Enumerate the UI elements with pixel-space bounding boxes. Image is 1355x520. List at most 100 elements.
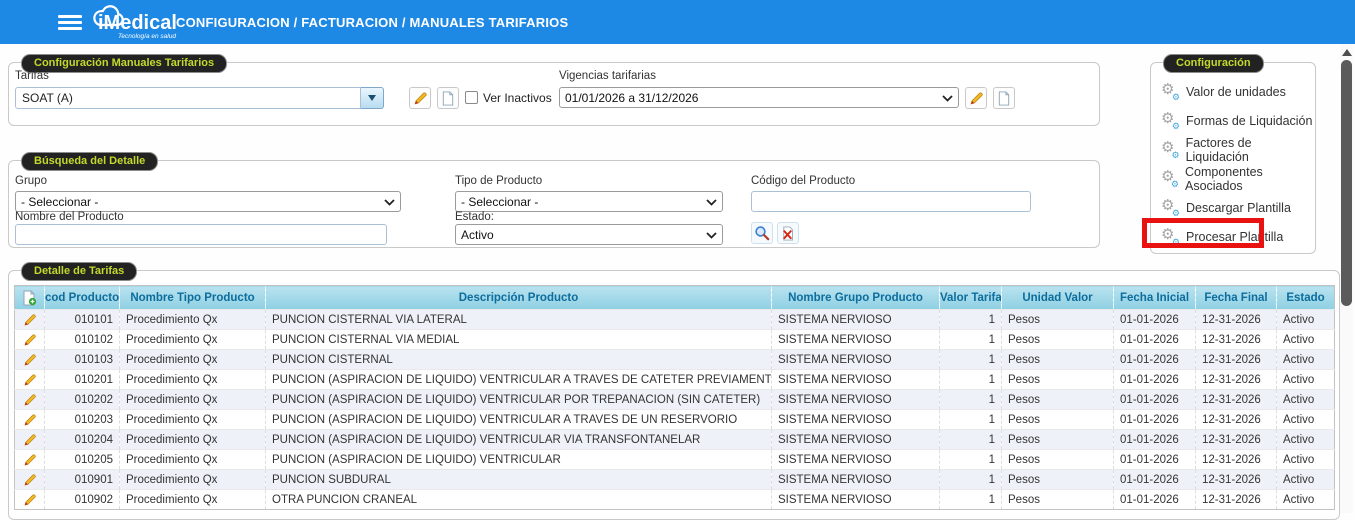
table-row: 010203 Procedimiento Qx PUNCION (ASPIRAC…: [14, 409, 1335, 430]
edit-row-button[interactable]: [14, 449, 45, 470]
cell-fecha-inicial: 01-01-2026: [1113, 429, 1196, 450]
config-link-label: Valor de unidades: [1186, 84, 1286, 99]
edit-vigencia-button[interactable]: [965, 87, 987, 109]
cell-nombre-grupo-producto: SISTEMA NERVIOSO: [771, 449, 940, 470]
hamburger-menu-icon[interactable]: [58, 15, 82, 30]
estado-select[interactable]: Activo: [455, 224, 723, 245]
cell-fecha-final: 12-31-2026: [1195, 469, 1277, 490]
table-row: 010201 Procedimiento Qx PUNCION (ASPIRAC…: [14, 369, 1335, 390]
cell-fecha-inicial: 01-01-2026: [1113, 369, 1196, 390]
edit-row-button[interactable]: [14, 409, 45, 430]
cell-estado: Activo: [1276, 349, 1335, 370]
tarifas-combobox: [15, 87, 384, 109]
tarifas-dropdown-button[interactable]: [361, 87, 384, 109]
codigo-producto-input[interactable]: [751, 191, 1031, 212]
config-link-factores-de-liquidacion[interactable]: ⚙ ⚙ Factores de Liquidación: [1151, 135, 1315, 164]
cell-fecha-inicial: 01-01-2026: [1113, 449, 1196, 470]
cell-estado: Activo: [1276, 389, 1335, 410]
pencil-icon: [414, 91, 427, 104]
search-icon: [755, 226, 770, 241]
gear-icon: ⚙ ⚙: [1161, 226, 1180, 247]
edit-row-button[interactable]: [14, 489, 45, 510]
cell-descripcion-producto: PUNCION CISTERNAL VIA MEDIAL: [265, 329, 772, 350]
cell-estado: Activo: [1276, 309, 1335, 330]
cell-nombre-tipo-producto: Procedimiento Qx: [119, 369, 266, 390]
chevron-down-icon: [384, 199, 395, 206]
config-link-descargar-plantilla[interactable]: ⚙ ⚙ Descargar Plantilla: [1151, 193, 1315, 222]
codigo-producto-label: Código del Producto: [751, 175, 856, 187]
edit-row-button[interactable]: [14, 329, 45, 350]
search-button[interactable]: [751, 222, 773, 244]
col-header-valor[interactable]: Valor Tarifa: [939, 285, 1002, 310]
cell-cod-producto: 010102: [44, 329, 120, 350]
pencil-icon: [23, 433, 36, 446]
cell-fecha-final: 12-31-2026: [1195, 349, 1277, 370]
nombre-producto-input[interactable]: [15, 224, 387, 245]
cell-fecha-inicial: 01-01-2026: [1113, 489, 1196, 510]
ver-inactivos-checkbox[interactable]: [465, 91, 478, 104]
new-tarifa-button[interactable]: [437, 87, 459, 109]
scrollbar-thumb[interactable]: [1341, 60, 1352, 306]
edit-row-button[interactable]: [14, 389, 45, 410]
add-row-header-cell[interactable]: [14, 285, 45, 310]
cell-fecha-final: 12-31-2026: [1195, 409, 1277, 430]
col-header-unidad[interactable]: Unidad Valor: [1001, 285, 1114, 310]
clear-search-button[interactable]: [777, 222, 799, 244]
cell-cod-producto: 010103: [44, 349, 120, 370]
config-link-procesar-plantilla[interactable]: ⚙ ⚙ Procesar Plantilla: [1151, 222, 1315, 251]
col-header-estado[interactable]: Estado: [1276, 285, 1335, 310]
config-link-valor-de-unidades[interactable]: ⚙ ⚙ Valor de unidades: [1151, 77, 1315, 106]
logo-tagline: Tecnología en salud: [118, 33, 176, 40]
edit-row-button[interactable]: [14, 349, 45, 370]
edit-row-button[interactable]: [14, 429, 45, 450]
col-header-fecha-final[interactable]: Fecha Final: [1195, 285, 1277, 310]
cell-unidad-valor: Pesos: [1001, 409, 1114, 430]
cell-estado: Activo: [1276, 409, 1335, 430]
tipo-producto-select[interactable]: - Seleccionar -: [455, 191, 723, 212]
scroll-up-arrow-icon[interactable]: [1342, 49, 1352, 56]
cell-unidad-valor: Pesos: [1001, 309, 1114, 330]
table-row: 010204 Procedimiento Qx PUNCION (ASPIRAC…: [14, 429, 1335, 450]
cell-fecha-final: 12-31-2026: [1195, 309, 1277, 330]
pencil-icon: [23, 453, 36, 466]
tarifas-input[interactable]: [15, 87, 361, 109]
cell-fecha-final: 12-31-2026: [1195, 389, 1277, 410]
pencil-icon: [23, 393, 36, 406]
new-document-icon: [442, 90, 454, 106]
cell-descripcion-producto: PUNCION CISTERNAL: [265, 349, 772, 370]
add-document-icon: [23, 290, 37, 305]
cell-nombre-grupo-producto: SISTEMA NERVIOSO: [771, 389, 940, 410]
table-row: 010205 Procedimiento Qx PUNCION (ASPIRAC…: [14, 449, 1335, 470]
edit-tarifa-button[interactable]: [409, 87, 431, 109]
vigencias-label: Vigencias tarifarias: [559, 70, 656, 82]
cell-cod-producto: 010202: [44, 389, 120, 410]
config-link-componentes-asociados[interactable]: ⚙ ⚙ Componentes Asociados: [1151, 164, 1315, 193]
pencil-icon: [23, 413, 36, 426]
edit-row-button[interactable]: [14, 309, 45, 330]
cell-nombre-grupo-producto: SISTEMA NERVIOSO: [771, 309, 940, 330]
grupo-select[interactable]: - Seleccionar -: [15, 191, 401, 212]
edit-row-button[interactable]: [14, 369, 45, 390]
gear-icon: ⚙ ⚙: [1161, 81, 1180, 102]
detail-panel: Detalle de Tarifas cod Producto Nombre T…: [8, 262, 1340, 520]
cell-estado: Activo: [1276, 449, 1335, 470]
col-header-tipo[interactable]: Nombre Tipo Producto: [119, 285, 266, 310]
tariff-table-wrapper: cod Producto Nombre Tipo Producto Descri…: [14, 285, 1335, 510]
config-link-formas-de-liquidacion[interactable]: ⚙ ⚙ Formas de Liquidación: [1151, 106, 1315, 135]
vigencias-select[interactable]: 01/01/2026 a 31/12/2026: [559, 87, 959, 108]
new-vigencia-button[interactable]: [993, 87, 1015, 109]
pencil-icon: [23, 333, 36, 346]
col-header-grupo[interactable]: Nombre Grupo Producto: [771, 285, 940, 310]
col-header-cod[interactable]: cod Producto: [44, 285, 120, 310]
nombre-producto-label: Nombre del Producto: [15, 211, 124, 223]
cell-valor-tarifa: 1: [939, 329, 1002, 350]
edit-row-button[interactable]: [14, 469, 45, 490]
config-link-label: Descargar Plantilla: [1186, 200, 1291, 215]
cell-unidad-valor: Pesos: [1001, 429, 1114, 450]
vertical-scrollbar[interactable]: [1340, 44, 1353, 513]
table-row: 010901 Procedimiento Qx PUNCION SUBDURAL…: [14, 469, 1335, 490]
col-header-desc[interactable]: Descripción Producto: [265, 285, 772, 310]
grupo-value: - Seleccionar -: [21, 194, 99, 209]
col-header-fecha-inicial[interactable]: Fecha Inicial: [1113, 285, 1196, 310]
cell-unidad-valor: Pesos: [1001, 329, 1114, 350]
